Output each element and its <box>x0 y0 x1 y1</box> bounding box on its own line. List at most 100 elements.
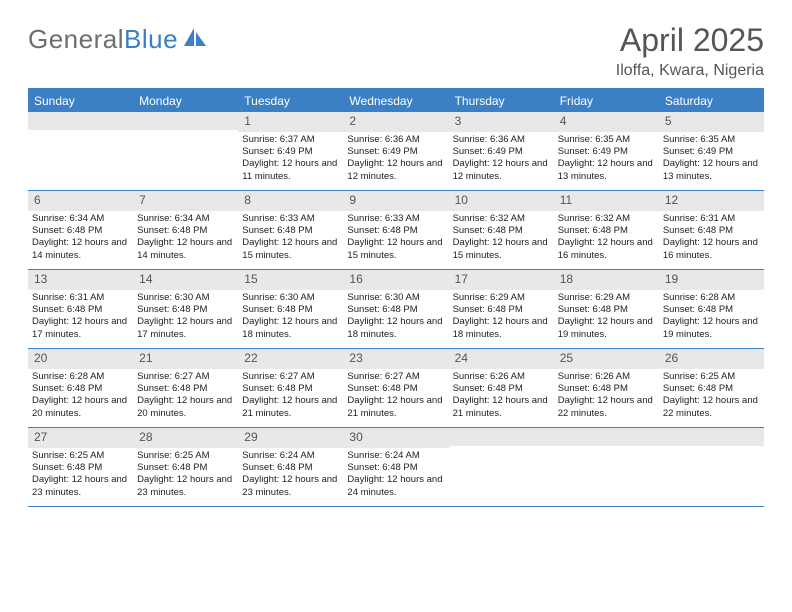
daylight-text: Daylight: 12 hours and 23 minutes. <box>242 474 339 499</box>
day-number: 19 <box>659 270 764 290</box>
day-cell: 1Sunrise: 6:37 AMSunset: 6:49 PMDaylight… <box>238 112 343 190</box>
daylight-text: Daylight: 12 hours and 17 minutes. <box>32 316 129 341</box>
daylight-text: Daylight: 12 hours and 22 minutes. <box>663 395 760 420</box>
day-cell: 18Sunrise: 6:29 AMSunset: 6:48 PMDayligh… <box>554 270 659 348</box>
day-number <box>449 428 554 446</box>
week-row: 13Sunrise: 6:31 AMSunset: 6:48 PMDayligh… <box>28 270 764 349</box>
daylight-text: Daylight: 12 hours and 17 minutes. <box>137 316 234 341</box>
weekday-header: Wednesday <box>343 90 448 112</box>
sunrise-text: Sunrise: 6:32 AM <box>453 213 550 225</box>
day-number: 9 <box>343 191 448 211</box>
day-number: 10 <box>449 191 554 211</box>
day-number: 23 <box>343 349 448 369</box>
daylight-text: Daylight: 12 hours and 19 minutes. <box>558 316 655 341</box>
weekday-header: Monday <box>133 90 238 112</box>
day-content: Sunrise: 6:35 AMSunset: 6:49 PMDaylight:… <box>554 132 659 185</box>
day-content: Sunrise: 6:32 AMSunset: 6:48 PMDaylight:… <box>554 211 659 264</box>
location: Iloffa, Kwara, Nigeria <box>616 62 764 80</box>
daylight-text: Daylight: 12 hours and 21 minutes. <box>453 395 550 420</box>
day-number: 8 <box>238 191 343 211</box>
day-cell <box>133 112 238 190</box>
sunrise-text: Sunrise: 6:26 AM <box>453 371 550 383</box>
header: GeneralBlue April 2025 Iloffa, Kwara, Ni… <box>28 24 764 80</box>
sunrise-text: Sunrise: 6:25 AM <box>663 371 760 383</box>
logo-text-blue: Blue <box>124 24 178 55</box>
sunrise-text: Sunrise: 6:27 AM <box>347 371 444 383</box>
sunset-text: Sunset: 6:48 PM <box>137 304 234 316</box>
sunrise-text: Sunrise: 6:36 AM <box>347 134 444 146</box>
day-number: 22 <box>238 349 343 369</box>
day-content: Sunrise: 6:25 AMSunset: 6:48 PMDaylight:… <box>133 448 238 501</box>
day-number: 4 <box>554 112 659 132</box>
daylight-text: Daylight: 12 hours and 20 minutes. <box>32 395 129 420</box>
day-content: Sunrise: 6:30 AMSunset: 6:48 PMDaylight:… <box>343 290 448 343</box>
sunset-text: Sunset: 6:49 PM <box>347 146 444 158</box>
day-cell <box>28 112 133 190</box>
day-cell: 11Sunrise: 6:32 AMSunset: 6:48 PMDayligh… <box>554 191 659 269</box>
day-number: 15 <box>238 270 343 290</box>
day-content: Sunrise: 6:34 AMSunset: 6:48 PMDaylight:… <box>133 211 238 264</box>
day-cell: 14Sunrise: 6:30 AMSunset: 6:48 PMDayligh… <box>133 270 238 348</box>
day-cell: 16Sunrise: 6:30 AMSunset: 6:48 PMDayligh… <box>343 270 448 348</box>
day-content: Sunrise: 6:26 AMSunset: 6:48 PMDaylight:… <box>554 369 659 422</box>
day-cell: 29Sunrise: 6:24 AMSunset: 6:48 PMDayligh… <box>238 428 343 506</box>
day-number: 24 <box>449 349 554 369</box>
daylight-text: Daylight: 12 hours and 18 minutes. <box>453 316 550 341</box>
sunset-text: Sunset: 6:48 PM <box>347 225 444 237</box>
day-number: 5 <box>659 112 764 132</box>
day-number <box>554 428 659 446</box>
daylight-text: Daylight: 12 hours and 24 minutes. <box>347 474 444 499</box>
sunset-text: Sunset: 6:48 PM <box>558 225 655 237</box>
day-number <box>659 428 764 446</box>
day-content: Sunrise: 6:30 AMSunset: 6:48 PMDaylight:… <box>133 290 238 343</box>
daylight-text: Daylight: 12 hours and 18 minutes. <box>347 316 444 341</box>
sunrise-text: Sunrise: 6:29 AM <box>453 292 550 304</box>
sunrise-text: Sunrise: 6:28 AM <box>32 371 129 383</box>
sunrise-text: Sunrise: 6:24 AM <box>347 450 444 462</box>
day-cell: 21Sunrise: 6:27 AMSunset: 6:48 PMDayligh… <box>133 349 238 427</box>
sunset-text: Sunset: 6:48 PM <box>663 225 760 237</box>
daylight-text: Daylight: 12 hours and 15 minutes. <box>453 237 550 262</box>
day-number: 28 <box>133 428 238 448</box>
sunrise-text: Sunrise: 6:24 AM <box>242 450 339 462</box>
day-content: Sunrise: 6:25 AMSunset: 6:48 PMDaylight:… <box>659 369 764 422</box>
daylight-text: Daylight: 12 hours and 15 minutes. <box>242 237 339 262</box>
daylight-text: Daylight: 12 hours and 14 minutes. <box>32 237 129 262</box>
logo-text-gray: General <box>28 24 124 55</box>
day-cell <box>659 428 764 506</box>
day-content: Sunrise: 6:24 AMSunset: 6:48 PMDaylight:… <box>238 448 343 501</box>
sunset-text: Sunset: 6:49 PM <box>558 146 655 158</box>
day-cell: 22Sunrise: 6:27 AMSunset: 6:48 PMDayligh… <box>238 349 343 427</box>
daylight-text: Daylight: 12 hours and 13 minutes. <box>663 158 760 183</box>
day-cell: 30Sunrise: 6:24 AMSunset: 6:48 PMDayligh… <box>343 428 448 506</box>
day-cell: 25Sunrise: 6:26 AMSunset: 6:48 PMDayligh… <box>554 349 659 427</box>
daylight-text: Daylight: 12 hours and 23 minutes. <box>32 474 129 499</box>
weekday-header-row: SundayMondayTuesdayWednesdayThursdayFrid… <box>28 90 764 112</box>
sunrise-text: Sunrise: 6:35 AM <box>558 134 655 146</box>
sunset-text: Sunset: 6:48 PM <box>137 225 234 237</box>
sunrise-text: Sunrise: 6:31 AM <box>663 213 760 225</box>
sunset-text: Sunset: 6:48 PM <box>32 304 129 316</box>
sunset-text: Sunset: 6:48 PM <box>347 383 444 395</box>
sunrise-text: Sunrise: 6:34 AM <box>137 213 234 225</box>
weekday-header: Friday <box>554 90 659 112</box>
day-content: Sunrise: 6:31 AMSunset: 6:48 PMDaylight:… <box>28 290 133 343</box>
day-cell: 23Sunrise: 6:27 AMSunset: 6:48 PMDayligh… <box>343 349 448 427</box>
day-content: Sunrise: 6:27 AMSunset: 6:48 PMDaylight:… <box>238 369 343 422</box>
daylight-text: Daylight: 12 hours and 12 minutes. <box>347 158 444 183</box>
day-cell: 27Sunrise: 6:25 AMSunset: 6:48 PMDayligh… <box>28 428 133 506</box>
day-number: 3 <box>449 112 554 132</box>
day-number: 30 <box>343 428 448 448</box>
daylight-text: Daylight: 12 hours and 20 minutes. <box>137 395 234 420</box>
sunrise-text: Sunrise: 6:31 AM <box>32 292 129 304</box>
sunrise-text: Sunrise: 6:30 AM <box>242 292 339 304</box>
day-content: Sunrise: 6:27 AMSunset: 6:48 PMDaylight:… <box>133 369 238 422</box>
sunset-text: Sunset: 6:48 PM <box>32 383 129 395</box>
day-content: Sunrise: 6:35 AMSunset: 6:49 PMDaylight:… <box>659 132 764 185</box>
logo: GeneralBlue <box>28 24 208 55</box>
day-number: 13 <box>28 270 133 290</box>
daylight-text: Daylight: 12 hours and 23 minutes. <box>137 474 234 499</box>
calendar: SundayMondayTuesdayWednesdayThursdayFrid… <box>28 88 764 507</box>
sunset-text: Sunset: 6:48 PM <box>242 225 339 237</box>
day-content: Sunrise: 6:25 AMSunset: 6:48 PMDaylight:… <box>28 448 133 501</box>
